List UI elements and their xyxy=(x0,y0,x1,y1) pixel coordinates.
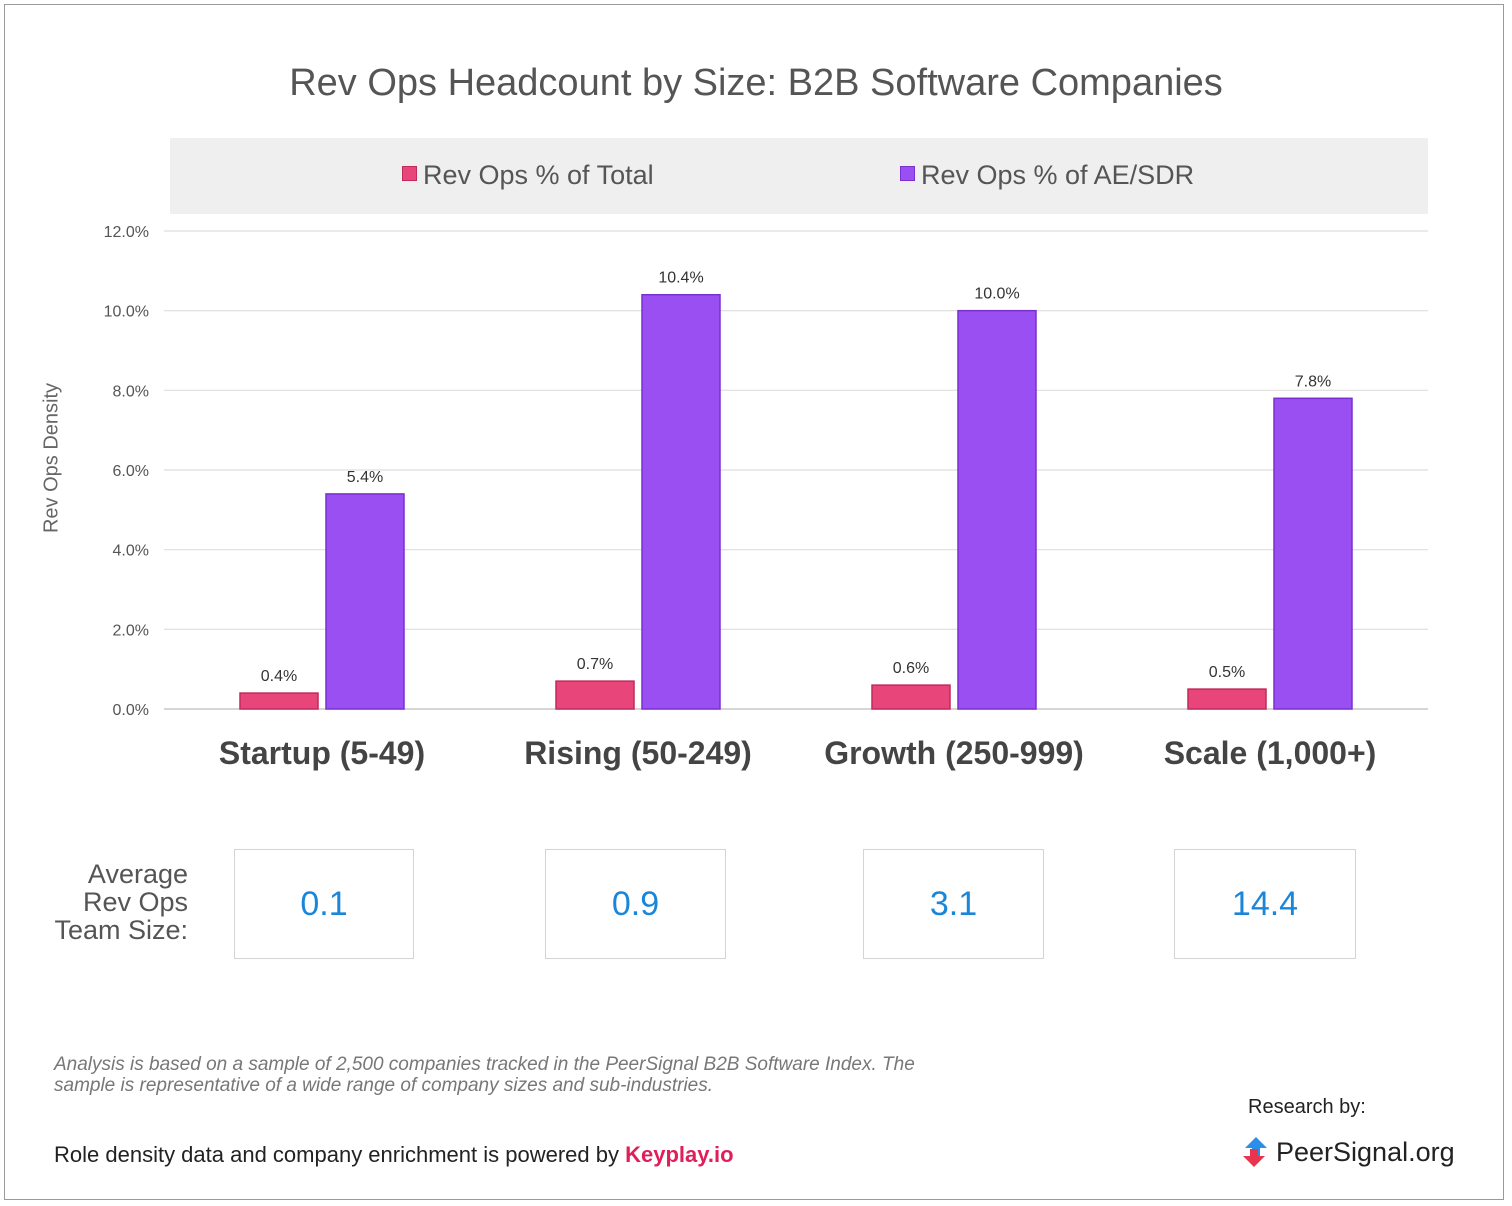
research-by-label: Research by: xyxy=(1248,1096,1366,1118)
bar-chart: 0.0% 2.0% 4.0% 6.0% 8.0% 10.0% 12.0% 0.4% 5.4% St… xyxy=(104,224,1428,771)
team-size-box-growth: 3.1 xyxy=(863,849,1044,959)
team-size-label-line-1: Average xyxy=(87,859,188,889)
y-tick-label: 6.0% xyxy=(113,463,149,480)
y-tick-label: 8.0% xyxy=(113,383,149,400)
team-size-box-startup: 0.1 xyxy=(234,849,414,959)
team-size-label-line-2: Rev Ops xyxy=(82,887,188,917)
methodology-note: Analysis is based on a sample of 2,500 c… xyxy=(54,1054,915,1096)
bar xyxy=(871,684,951,710)
legend-swatch-ae-sdr xyxy=(900,166,915,182)
chart-legend: Rev Ops % of Total Rev Ops % of AE/SDR xyxy=(170,138,1428,214)
data-label: 10.4% xyxy=(658,270,703,287)
y-tick-label: 4.0% xyxy=(113,543,149,560)
team-size-label: Average Rev Ops Team Size: xyxy=(40,860,188,944)
data-label: 0.5% xyxy=(1209,664,1245,681)
y-tick-label: 0.0% xyxy=(113,702,149,719)
chart-title: Rev Ops Headcount by Size: B2B Software … xyxy=(289,62,1223,104)
x-category-label: Startup (5-49) xyxy=(219,735,425,771)
legend-label-total: Rev Ops % of Total xyxy=(423,160,654,190)
peersignal-logo-text: PeerSignal.org xyxy=(1276,1136,1455,1167)
data-label: 7.8% xyxy=(1295,373,1331,390)
x-category-label: Scale (1,000+) xyxy=(1164,735,1377,771)
data-label: 5.4% xyxy=(347,469,383,486)
team-size-box-rising: 0.9 xyxy=(545,849,726,959)
x-category-label: Growth (250-999) xyxy=(824,735,1084,771)
data-label: 10.0% xyxy=(974,286,1019,303)
bar xyxy=(1187,688,1267,710)
legend-item-ae-sdr: Rev Ops % of AE/SDR xyxy=(900,160,1194,191)
keyplay-link[interactable]: Keyplay.io xyxy=(625,1142,734,1167)
y-tick-label: 12.0% xyxy=(104,224,149,241)
bar xyxy=(641,293,721,710)
bar xyxy=(555,680,635,710)
powered-by-text: Role density data and company enrichment… xyxy=(54,1142,626,1167)
x-category-label: Rising (50-249) xyxy=(524,735,752,771)
powered-by-line: Role density data and company enrichment… xyxy=(54,1142,734,1168)
y-tick-label: 10.0% xyxy=(104,304,149,321)
data-label: 0.7% xyxy=(577,656,613,673)
peersignal-arrows-icon xyxy=(1243,1137,1267,1167)
chart-frame xyxy=(4,4,1504,1200)
data-label: 0.4% xyxy=(261,668,297,685)
legend-item-total: Rev Ops % of Total xyxy=(402,160,654,191)
team-size-box-scale: 14.4 xyxy=(1174,849,1356,959)
bar xyxy=(1273,397,1353,710)
bar xyxy=(325,493,405,710)
legend-swatch-total xyxy=(402,166,417,182)
data-label: 0.6% xyxy=(893,660,929,677)
y-tick-label: 2.0% xyxy=(113,622,149,639)
team-size-label-line-3: Team Size: xyxy=(54,915,188,945)
peersignal-logo[interactable]: PeerSignal.org xyxy=(1242,1135,1455,1175)
bar xyxy=(957,309,1037,710)
legend-label-ae-sdr: Rev Ops % of AE/SDR xyxy=(921,160,1195,190)
bar xyxy=(239,692,319,710)
